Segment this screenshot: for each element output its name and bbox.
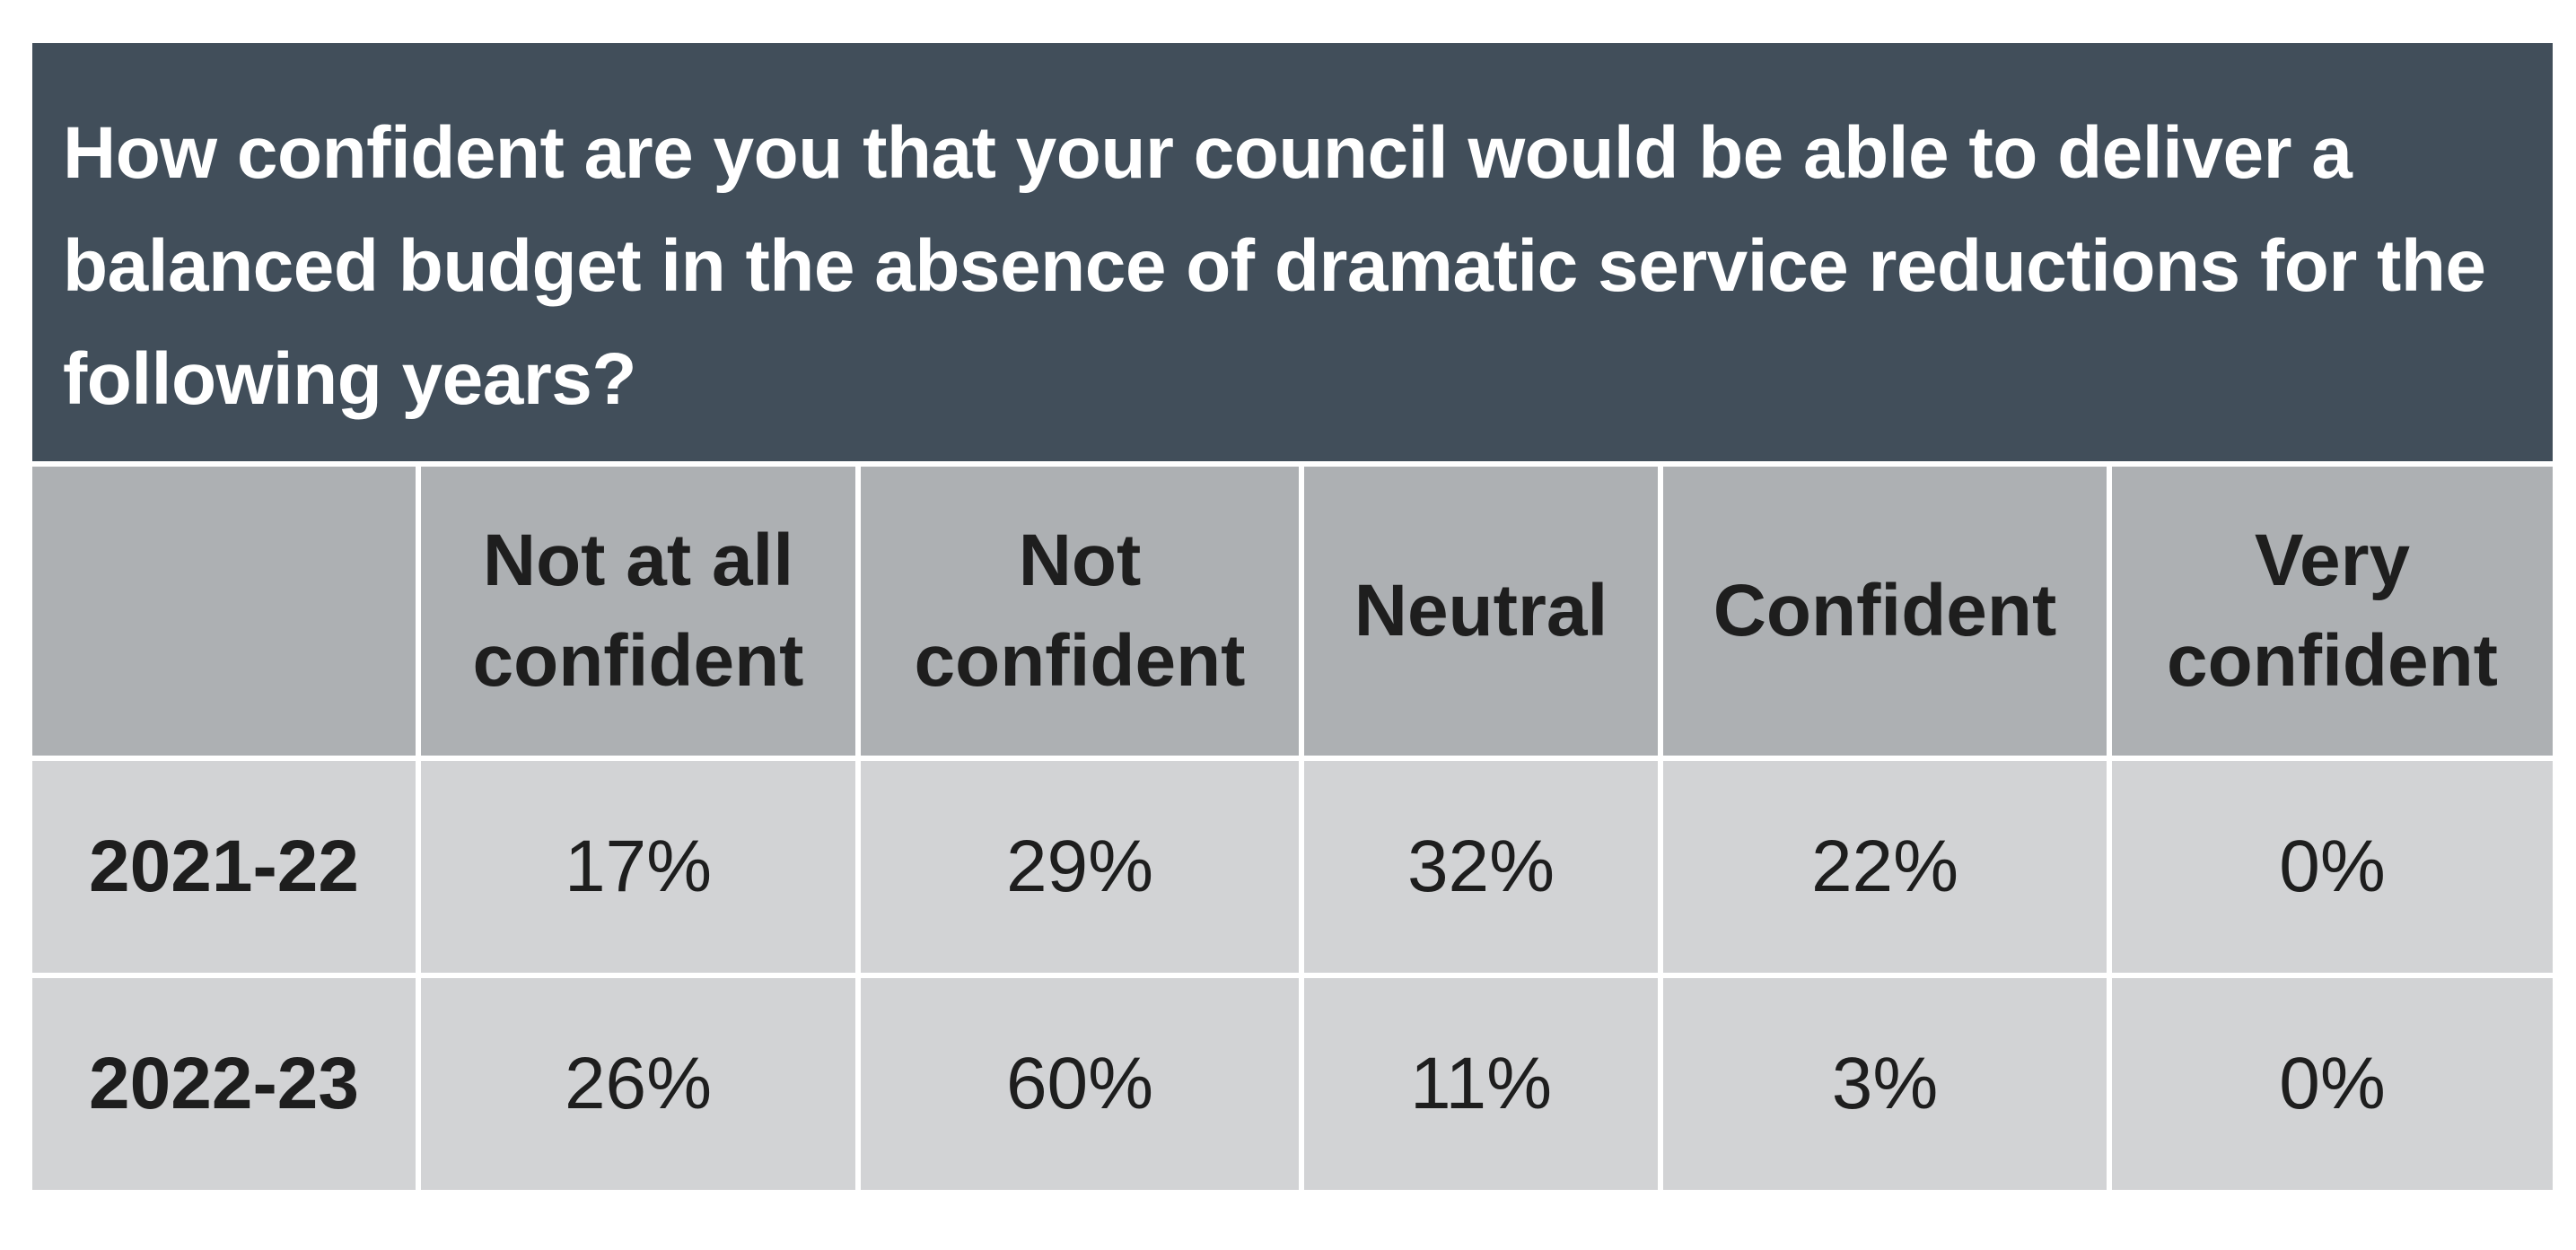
table-cell: 60% xyxy=(855,973,1304,1190)
table-cell: 29% xyxy=(855,758,1304,978)
table-cell: 3% xyxy=(1658,973,2112,1190)
header-cell-empty xyxy=(32,467,421,761)
header-not-at-all-confident: Not at all confident xyxy=(416,467,861,761)
header-not-confident: Not confident xyxy=(855,467,1304,761)
table-cell: 11% xyxy=(1299,973,1663,1190)
header-row: Not at all confident Not confident Neutr… xyxy=(32,467,2553,761)
confidence-table: Not at all confident Not confident Neutr… xyxy=(32,467,2553,1190)
table-cell: 17% xyxy=(416,758,861,978)
row-label: 2022-23 xyxy=(32,973,421,1190)
header-neutral: Neutral xyxy=(1299,467,1663,761)
table-cell: 32% xyxy=(1299,758,1663,978)
table-title: How confident are you that your council … xyxy=(32,43,2553,461)
table-cell: 0% xyxy=(2107,758,2553,978)
row-label: 2021-22 xyxy=(32,758,421,978)
header-confident: Confident xyxy=(1658,467,2112,761)
table-cell: 0% xyxy=(2107,973,2553,1190)
table-row-2021-22: 2021-22 17% 29% 32% 22% 0% xyxy=(32,758,2553,978)
table-cell: 26% xyxy=(416,973,861,1190)
survey-table-figure: How confident are you that your council … xyxy=(32,43,2553,1190)
header-very-confident: Very confident xyxy=(2107,467,2553,761)
table-row-2022-23: 2022-23 26% 60% 11% 3% 0% xyxy=(32,973,2553,1190)
table-cell: 22% xyxy=(1658,758,2112,978)
